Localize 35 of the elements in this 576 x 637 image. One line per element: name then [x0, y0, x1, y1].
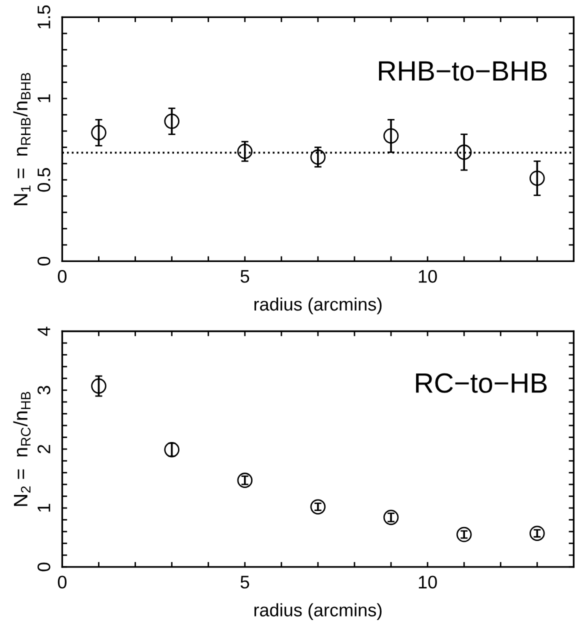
point	[383, 128, 399, 144]
y-tick-label: 1	[38, 94, 50, 102]
x-axis-title: radius (arcmins)	[254, 603, 382, 620]
point	[164, 442, 180, 458]
point	[456, 144, 472, 160]
y-tick-label: 0	[38, 256, 50, 266]
point	[456, 526, 472, 542]
point	[164, 114, 180, 129]
y-tick-label: 2	[38, 444, 50, 454]
y-tick-label: 0	[38, 562, 50, 572]
y-tick-label: 1.5	[38, 5, 50, 28]
x-axis-title: radius (arcmins)	[254, 297, 382, 314]
annotation: RC−to−HB	[416, 373, 547, 393]
x-tick-label: 10	[418, 270, 437, 283]
x-tick-label: 10	[418, 576, 437, 589]
point	[530, 526, 545, 541]
point	[91, 378, 106, 394]
y-tick-label: 3	[38, 386, 50, 394]
y-tick-label: 1	[38, 504, 50, 512]
y-axis-title: N$_{1}$ = n$_{RHB}$/n$_{BHB}$	[13, 72, 30, 206]
y-axis-title: N$_{2}$ = n$_{RC}$/n$_{HB}$	[13, 392, 31, 506]
point	[310, 149, 326, 165]
x-tick-label: 0	[58, 270, 67, 283]
y-tick-label: 0.5	[38, 168, 50, 192]
point	[237, 472, 253, 488]
x-tick-label: 0	[58, 576, 67, 589]
point	[383, 510, 399, 526]
point	[530, 170, 545, 186]
y-tick-label: 4	[38, 326, 50, 336]
x-tick-label: 5	[240, 576, 250, 589]
annotation: RHB−to−BHB	[379, 61, 547, 81]
point	[91, 125, 106, 140]
point	[237, 144, 253, 160]
x-tick-label: 5	[240, 270, 250, 283]
point	[310, 499, 326, 514]
